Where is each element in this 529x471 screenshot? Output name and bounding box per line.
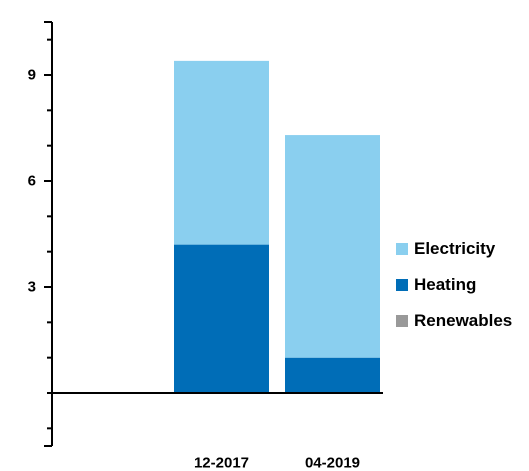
legend-label: Heating (414, 275, 477, 294)
legend-label: Renewables (414, 311, 513, 330)
legend: Electricity Heating Renewables (396, 239, 513, 348)
bar-electricity-12-2017 (174, 60, 269, 245)
y-tick-label: 3 (28, 279, 36, 296)
bars (174, 60, 380, 393)
bar-heating-04-2019 (285, 357, 380, 393)
legend-item-renewables: Renewables (396, 311, 513, 330)
x-category-label: 04-2019 (305, 455, 360, 471)
legend-item-electricity: Electricity (396, 239, 512, 258)
bar-electricity-04-2019 (285, 135, 380, 358)
y-tick-label: 9 (28, 67, 36, 84)
y-axis: 3 6 9 (28, 21, 53, 447)
bar-heating-12-2017 (174, 244, 269, 393)
legend-label: Electricity (414, 239, 496, 258)
legend-swatch (396, 279, 408, 291)
legend-swatch (396, 315, 408, 327)
y-tick-label: 6 (28, 173, 36, 190)
x-category-label: 12-2017 (194, 455, 249, 471)
legend-item-heating: Heating (396, 275, 512, 294)
category-labels: 12-2017 04-2019 (194, 455, 360, 471)
legend-swatch (396, 243, 408, 255)
